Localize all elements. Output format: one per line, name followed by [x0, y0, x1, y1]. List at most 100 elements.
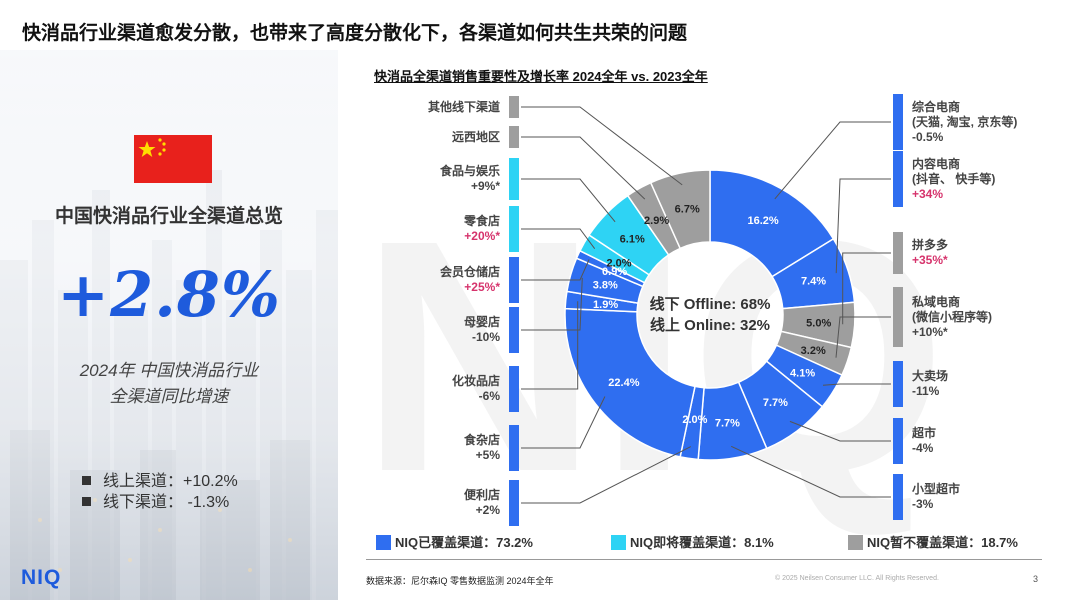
channel-label: 拼多多 +35%* [912, 238, 948, 268]
coverage-marker [509, 257, 519, 303]
channel-growth: -6% [478, 389, 500, 403]
channel-growth: +25%* [464, 280, 500, 294]
channel-label: 远西地区 [452, 130, 500, 145]
bullet-icon [82, 476, 91, 486]
watermark: NIQ [360, 171, 947, 540]
channel-growth: +2% [475, 503, 500, 517]
channel-label: 内容电商 (抖音、 快手等) +34% [912, 157, 995, 202]
donut-slice [765, 344, 843, 408]
donut-slice [566, 257, 644, 304]
channel-label: 食品与娱乐 +9%* [440, 164, 500, 194]
value-label: 5.0% [806, 318, 831, 330]
center-online: 线上 Online: 32% [650, 316, 770, 334]
coverage-marker [893, 287, 903, 347]
coverage-marker [893, 418, 903, 464]
leader-line [521, 178, 616, 223]
headline-subtitle-line2: 全渠道同比增速 [109, 387, 229, 406]
channel-detail: (微信小程序等) [912, 309, 992, 324]
channel-name: 拼多多 [912, 238, 949, 252]
channel-growth: -4% [912, 441, 934, 455]
coverage-marker [893, 232, 903, 274]
china-flag-icon [134, 135, 212, 183]
channel-name: 其他线下渠道 [427, 99, 500, 114]
channel-label: 小型超市 -3% [912, 482, 960, 512]
copyright: © 2025 Neilsen Consumer LLC. All Rights … [775, 575, 939, 582]
legend-covered: NIQ已覆盖渠道：73.2% [376, 532, 533, 551]
chart-title: 快消品全渠道销售重要性及增长率 2024全年 vs. 2023全年 [374, 69, 708, 84]
channel-label: 会员仓储店 +25%* [440, 265, 500, 295]
channel-label: 食杂店 +5% [464, 433, 500, 463]
channel-growth: +5% [475, 448, 500, 462]
coverage-marker [893, 361, 903, 407]
donut-slices [564, 169, 856, 461]
channel-name: 零食店 [463, 214, 500, 228]
value-label: 16.2% [747, 215, 778, 227]
channel-name: 大卖场 [912, 369, 949, 383]
leader-line [835, 178, 891, 274]
channel-name: 化妆品店 [451, 374, 500, 388]
value-label: 7.7% [715, 418, 740, 430]
value-label: 7.4% [801, 276, 826, 288]
donut-slice [697, 381, 768, 461]
donut-slice [709, 169, 835, 278]
channel-name: 食品与娱乐 [439, 164, 500, 178]
channel-name: 食杂店 [463, 433, 500, 447]
value-labels: 16.2% 7.4% 5.0% 3.2% 4.1% 7.7% 7.7% 2.0% 22.4% 1.… [593, 203, 832, 429]
donut-slice [771, 237, 856, 310]
leader-line [521, 136, 646, 200]
online-channel-row: 线上渠道：+10.2% [82, 471, 238, 492]
channel-name: 母婴店 [463, 315, 500, 329]
headline-growth: +2.8% [57, 258, 281, 331]
slide-title: 快消品行业渠道愈发分散，也带来了高度分散化下，各渠道如何共生共荣的问题 [22, 23, 688, 44]
leader-line [789, 420, 891, 442]
channel-label: 私域电商 (微信小程序等) +10%* [912, 295, 992, 340]
value-label: 3.2% [801, 345, 826, 357]
leader-line [842, 252, 891, 325]
channel-label: 便利店 +2% [464, 488, 500, 518]
channel-growth: -11% [912, 384, 940, 398]
channel-label: 母婴店 -10% [464, 315, 500, 345]
value-label: 7.7% [763, 397, 788, 409]
channel-growth: -0.5% [912, 129, 944, 144]
page-number: 3 [1033, 574, 1039, 584]
coverage-marker [509, 307, 519, 353]
donut-slice [575, 249, 646, 288]
donut-slice [780, 301, 856, 349]
online-channel: 线上渠道：+10.2% [103, 473, 238, 490]
channel-label: 大卖场 -11% [912, 369, 948, 399]
donut-slice [588, 194, 670, 276]
coverage-marker [893, 474, 903, 520]
watermark-text: NIQ [360, 171, 947, 540]
coverage-marker [509, 425, 519, 471]
channel-label: 超市 -4% [912, 426, 936, 456]
legend-swatch-not-covered [848, 535, 863, 551]
value-label: 6.1% [620, 234, 645, 246]
channel-name: 远西地区 [451, 129, 500, 144]
leader-line [521, 301, 579, 390]
label-markers [509, 94, 903, 526]
center-offline: 线下 Offline: 68% [650, 295, 771, 313]
leader-line [521, 228, 596, 249]
headline-subtitle-line1: 2024年 中国快消品行业 [79, 361, 259, 380]
channel-name: 私域电商 [912, 294, 961, 309]
overview-title: 中国快消品行业全渠道总览 [54, 206, 283, 227]
channel-detail: (天猫, 淘宝, 京东等) [912, 114, 1018, 129]
value-label: 22.4% [608, 377, 639, 389]
legend-covered-label: NIQ已覆盖渠道：73.2% [395, 535, 533, 550]
channel-name: 会员仓储店 [439, 265, 500, 279]
bullet-icon [82, 497, 91, 507]
footer-rule [366, 559, 1042, 560]
donut-slice [775, 330, 853, 377]
channel-label: 其他线下渠道 [428, 100, 500, 115]
leader-line [835, 316, 891, 358]
coverage-marker [509, 206, 519, 252]
value-label: 6.7% [675, 203, 700, 215]
coverage-marker [893, 94, 903, 150]
coverage-marker [509, 126, 519, 148]
channel-growth: -10% [471, 330, 500, 344]
leader-line [822, 383, 891, 386]
coverage-marker [509, 158, 519, 200]
offline-channel: 线下渠道： -1.3% [103, 494, 230, 511]
coverage-marker [509, 96, 519, 118]
